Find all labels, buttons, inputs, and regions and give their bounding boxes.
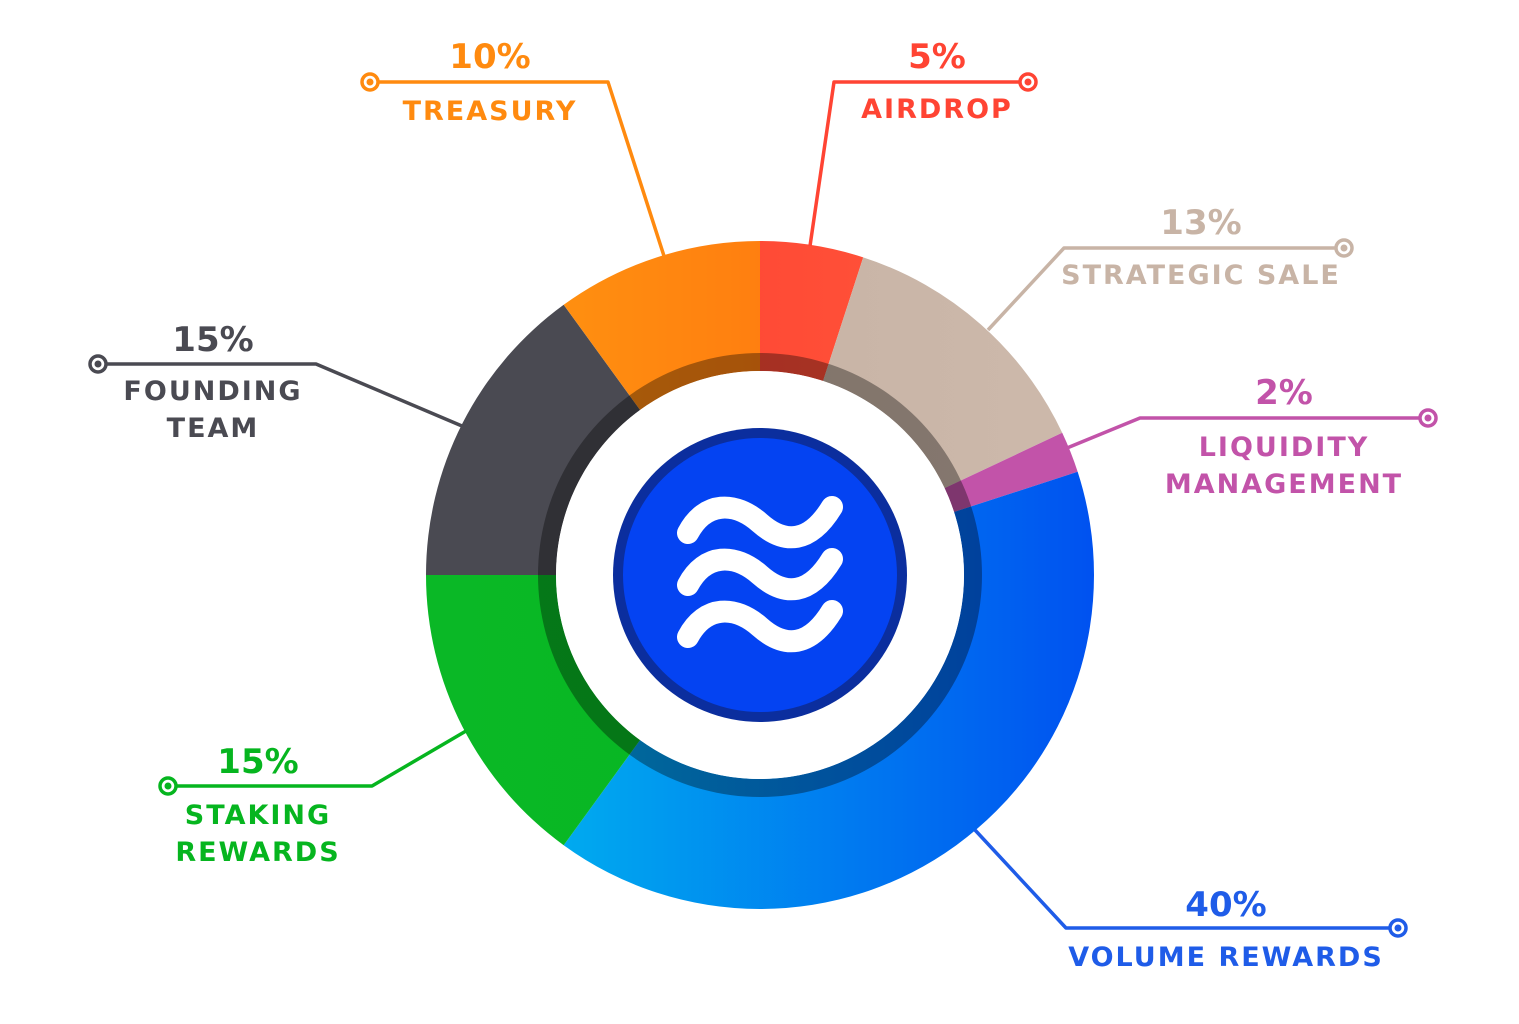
leader-line <box>973 828 1398 930</box>
category-label: REWARDS <box>175 837 340 868</box>
callout-strategic-sale: 13% STRATEGIC SALE <box>986 203 1354 332</box>
category-label: TEAM <box>167 413 260 444</box>
leader-line <box>370 80 666 257</box>
leader-line <box>168 729 467 788</box>
callouts-layer: 5% AIRDROP 13% STRATEGIC SALE 2% LIQUIDITY MAN… <box>88 37 1438 973</box>
callout-liquidity-management: 2% LIQUIDITY MANAGEMENT <box>1066 373 1438 500</box>
category-label: AIRDROP <box>861 94 1013 125</box>
leader-dot-center <box>1394 924 1402 932</box>
slice-liquidity-management <box>944 432 1078 512</box>
slice-treasury <box>563 241 760 410</box>
slice-airdrop <box>760 241 864 381</box>
callout-staking-rewards: 15% STAKING REWARDS <box>158 729 467 868</box>
value-label: 5% <box>908 37 966 77</box>
leader-dot-center <box>164 782 172 790</box>
slices-layer <box>426 241 1094 909</box>
center-logo <box>556 371 964 779</box>
category-label: TREASURY <box>403 96 578 127</box>
slice-staking-rewards <box>426 575 641 846</box>
leader-dot-center <box>94 360 102 368</box>
slice-volume-rewards <box>563 471 1094 909</box>
leader-line <box>808 80 1028 247</box>
wave-stroke <box>677 600 843 653</box>
category-label: STAKING <box>185 800 331 831</box>
wave-stroke <box>677 548 843 601</box>
value-label: 13% <box>1160 203 1241 243</box>
value-label: 40% <box>1185 885 1266 925</box>
callout-treasury: 10% TREASURY <box>360 37 666 257</box>
wave-logo-icon <box>677 496 843 653</box>
leader-line <box>98 362 463 428</box>
callout-airdrop: 5% AIRDROP <box>808 37 1038 247</box>
slice-founding-team <box>426 304 641 575</box>
category-label: MANAGEMENT <box>1165 469 1403 500</box>
leader-dot-center <box>1424 414 1432 422</box>
category-label: LIQUIDITY <box>1199 432 1370 463</box>
category-label: STRATEGIC SALE <box>1061 260 1341 291</box>
value-label: 15% <box>172 320 253 360</box>
callout-volume-rewards: 40% VOLUME REWARDS <box>973 828 1408 973</box>
leader-line <box>986 246 1344 332</box>
value-label: 2% <box>1255 373 1313 413</box>
callout-founding-team: 15% FOUNDING TEAM <box>88 320 463 444</box>
leader-dot-center <box>1024 78 1032 86</box>
wave-stroke <box>677 496 843 549</box>
leader-dot-center <box>1340 244 1348 252</box>
value-label: 15% <box>217 742 298 782</box>
value-label: 10% <box>449 37 530 77</box>
leader-line <box>1066 416 1428 450</box>
category-label: FOUNDING <box>123 376 302 407</box>
slice-strategic-sale <box>823 257 1063 489</box>
category-label: VOLUME REWARDS <box>1068 942 1384 973</box>
leader-dot-center <box>366 78 374 86</box>
